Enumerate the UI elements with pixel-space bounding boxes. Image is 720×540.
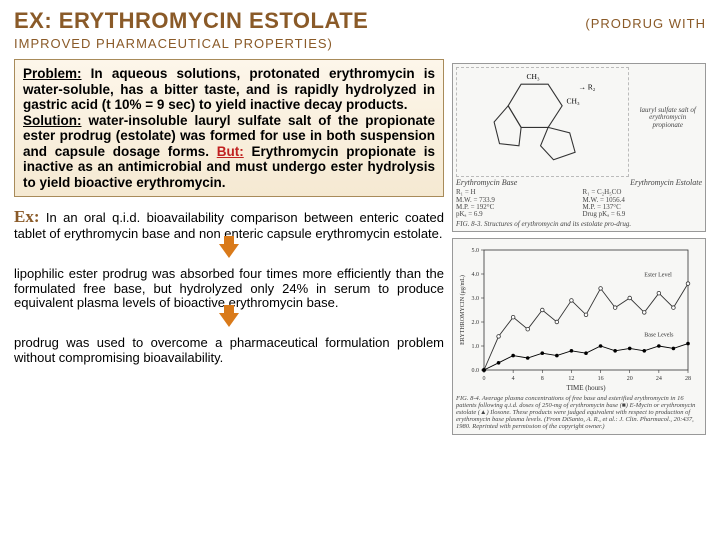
arrow-2 <box>14 313 444 332</box>
content: Problem: In aqueous solutions, protonate… <box>0 53 720 441</box>
structure-row: CH₃ CH₃ → R₂ lauryl sulfate salt of eryt… <box>456 67 702 177</box>
figure-structures: CH₃ CH₃ → R₂ lauryl sulfate salt of eryt… <box>452 63 706 232</box>
estolate-label: Erythromycin Estolate <box>630 179 702 187</box>
molecule-base-svg: CH₃ CH₃ → R₂ <box>457 68 628 176</box>
fig2-caption: FIG. 8-4. Average plasma concentrations … <box>456 396 702 430</box>
down-arrow-icon <box>219 244 239 258</box>
solution-label: Solution: <box>23 113 81 128</box>
svg-text:2.0: 2.0 <box>472 320 480 326</box>
svg-text:0: 0 <box>483 376 486 382</box>
title-line: EX: ERYTHROMYCIN ESTOLATE (PRODRUG WITH <box>14 8 706 34</box>
header: EX: ERYTHROMYCIN ESTOLATE (PRODRUG WITH … <box>0 0 720 53</box>
fig1-caption: FIG. 8-3. Structures of erythromycin and… <box>456 221 702 228</box>
but-label: But: <box>217 144 244 159</box>
plasma-graph-svg: 0.0 1.0 2.0 3.0 4.0 5.0 0 4 8 12 16 20 24 28 TIME (hou… <box>456 242 696 392</box>
problem-label: Problem: <box>23 66 82 81</box>
svg-text:CH₃: CH₃ <box>566 97 579 106</box>
svg-text:Base Levels: Base Levels <box>644 333 674 339</box>
figure-graph: 0.0 1.0 2.0 3.0 4.0 5.0 0 4 8 12 16 20 24 28 TIME (hou… <box>452 238 706 434</box>
molecule-estolate: lauryl sulfate salt of erythromycin prop… <box>633 67 702 177</box>
base-label: Erythromycin Base <box>456 179 517 187</box>
svg-text:4.0: 4.0 <box>472 272 480 278</box>
structure-legend: R₁ = HM.W. = 733.9M.P. = 192°CpKₐ = 6.9R… <box>456 189 702 218</box>
title-main: EX: ERYTHROMYCIN ESTOLATE <box>14 8 368 34</box>
svg-text:Ester Level: Ester Level <box>644 273 672 279</box>
svg-text:3.0: 3.0 <box>472 296 480 302</box>
left-column: Problem: In aqueous solutions, protonate… <box>14 59 444 435</box>
down-arrow-icon <box>219 313 239 327</box>
right-column: CH₃ CH₃ → R₂ lauryl sulfate salt of eryt… <box>452 59 706 435</box>
paragraph-2: prodrug was used to overcome a pharmaceu… <box>14 336 444 366</box>
svg-text:20: 20 <box>627 376 633 382</box>
svg-text:CH₃: CH₃ <box>527 72 540 81</box>
svg-text:→ R₂: → R₂ <box>578 83 595 92</box>
svg-text:ERYTHROMYCIN (μg/mL): ERYTHROMYCIN (μg/mL) <box>459 275 466 345</box>
svg-text:28: 28 <box>685 376 691 382</box>
estolate-sub: lauryl sulfate salt of erythromycin prop… <box>633 107 702 129</box>
problem-text: In aqueous solutions, protonated erythro… <box>23 66 435 112</box>
svg-text:16: 16 <box>598 376 604 382</box>
svg-text:24: 24 <box>656 376 662 382</box>
svg-text:8: 8 <box>541 376 544 382</box>
svg-text:12: 12 <box>568 376 574 382</box>
title-paren-right: (PRODRUG WITH <box>585 16 706 31</box>
problem-solution-box: Problem: In aqueous solutions, protonate… <box>14 59 444 197</box>
svg-text:1.0: 1.0 <box>472 344 480 350</box>
subtitle: IMPROVED PHARMACEUTICAL PROPERTIES) <box>14 36 706 51</box>
ex-label: Ex: <box>14 207 40 226</box>
svg-text:TIME (hours): TIME (hours) <box>566 384 606 392</box>
svg-text:0.0: 0.0 <box>472 368 480 374</box>
svg-text:5.0: 5.0 <box>472 248 480 254</box>
arrow-1 <box>14 244 444 263</box>
svg-text:4: 4 <box>512 376 515 382</box>
molecule-base: CH₃ CH₃ → R₂ <box>456 67 629 177</box>
